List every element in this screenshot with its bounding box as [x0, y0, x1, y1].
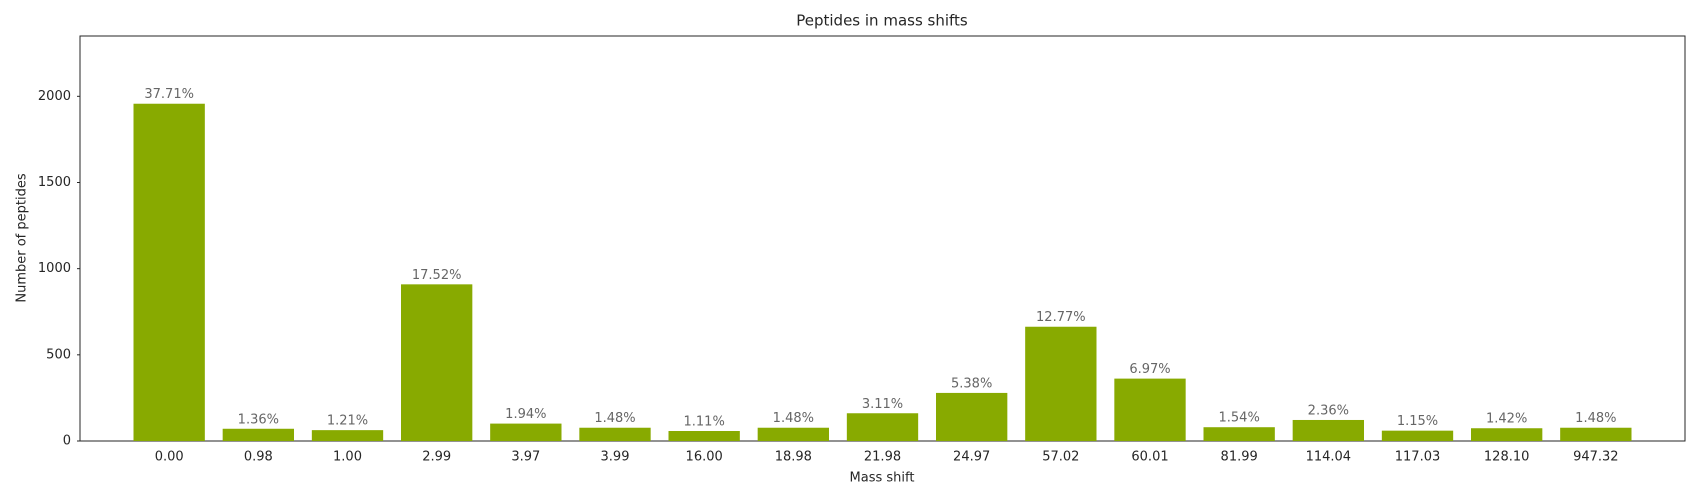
bar	[846, 413, 919, 441]
x-tick-label: 3.97	[511, 450, 540, 465]
bar	[1471, 428, 1543, 441]
bar	[490, 423, 562, 441]
x-tick-label: 18.98	[775, 450, 812, 465]
x-tick-label: 117.03	[1395, 450, 1441, 465]
chart-title: Peptides in mass shifts	[796, 12, 968, 30]
plot-frame	[79, 35, 1686, 442]
bar-label: 6.97%	[1129, 362, 1170, 377]
bar-label: 1.11%	[684, 415, 725, 430]
bar-label: 37.71%	[144, 87, 194, 102]
bar-label: 1.48%	[773, 411, 814, 426]
bar	[311, 430, 384, 441]
x-axis-label: Mass shift	[850, 471, 915, 486]
x-tick-label: 0.98	[244, 450, 273, 465]
x-tick-label: 24.97	[953, 450, 990, 465]
bar	[579, 427, 651, 441]
x-tick-label: 81.99	[1221, 450, 1258, 465]
bar	[1292, 419, 1364, 441]
bar-label: 17.52%	[412, 268, 462, 283]
bar-label: 1.21%	[327, 414, 368, 429]
bar-label: 1.15%	[1397, 414, 1438, 429]
bar	[133, 103, 205, 441]
bar-label: 5.38%	[951, 376, 992, 391]
x-tick-label: 60.01	[1131, 450, 1168, 465]
bar-label: 2.36%	[1308, 403, 1349, 418]
bar	[1560, 427, 1632, 441]
x-tick-label: 1.00	[333, 450, 362, 465]
bar-label: 1.94%	[505, 407, 546, 422]
x-tick-label: 16.00	[686, 450, 723, 465]
bar	[1025, 326, 1097, 441]
bar	[401, 284, 473, 441]
bar	[936, 392, 1008, 441]
x-tick-label: 0.00	[155, 450, 184, 465]
bar-label: 1.42%	[1486, 412, 1527, 427]
bar	[1381, 430, 1454, 441]
bar-label: 1.54%	[1219, 411, 1260, 426]
bar-label: 3.11%	[862, 397, 903, 412]
y-tick-label: 500	[46, 347, 71, 362]
bar	[1203, 427, 1275, 441]
bar	[1114, 378, 1186, 441]
x-tick-label: 128.10	[1484, 450, 1530, 465]
bar-label: 1.48%	[594, 411, 635, 426]
x-tick-label: 21.98	[864, 450, 901, 465]
x-tick-label: 57.02	[1042, 450, 1079, 465]
x-tick-label: 947.32	[1573, 450, 1619, 465]
bar-label: 12.77%	[1036, 310, 1086, 325]
bar	[757, 427, 829, 441]
x-tick-label: 114.04	[1306, 450, 1352, 465]
y-tick-label: 1000	[38, 261, 71, 276]
bar	[222, 428, 294, 441]
y-tick-label: 1500	[38, 175, 71, 190]
bar-label: 1.36%	[238, 412, 279, 427]
y-tick-label: 0	[63, 434, 71, 449]
bar	[668, 431, 740, 441]
y-axis-label: Number of peptides	[15, 173, 30, 302]
bar-label: 1.48%	[1575, 411, 1616, 426]
y-tick-label: 2000	[38, 89, 71, 104]
x-tick-label: 3.99	[601, 450, 630, 465]
x-tick-label: 2.99	[422, 450, 451, 465]
